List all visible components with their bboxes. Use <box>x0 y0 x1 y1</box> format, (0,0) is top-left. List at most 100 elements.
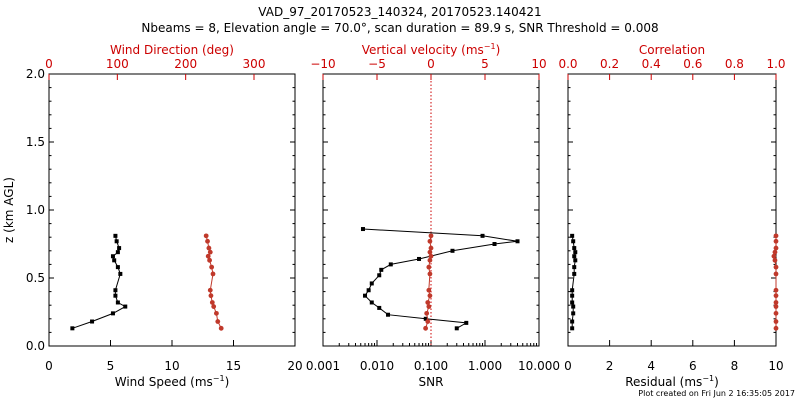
top-axis-label: Vertical velocity (ms−1) <box>362 42 501 57</box>
data-point-black <box>417 256 422 261</box>
data-point-black <box>118 271 123 276</box>
top-tick-label: 0.6 <box>683 57 702 71</box>
data-point-black <box>571 239 576 244</box>
data-point-red <box>207 257 212 263</box>
plot-frame <box>567 73 777 347</box>
data-point-red <box>214 310 219 316</box>
data-point-red <box>773 319 779 324</box>
data-point-black <box>570 300 575 305</box>
bottom-axis-label-tail: ) <box>225 375 230 389</box>
data-point-red <box>428 245 434 251</box>
y-tick-label: 0.0 <box>26 339 45 353</box>
bottom-tick-label: 0.010 <box>360 359 394 373</box>
data-point-red <box>206 245 212 251</box>
data-point-black <box>492 242 497 246</box>
bottom-tick-label: 10 <box>164 359 179 373</box>
top-tick-label: 100 <box>106 57 129 71</box>
data-point-red <box>426 304 432 309</box>
data-point-red <box>773 325 779 331</box>
data-point-black <box>115 265 120 270</box>
bottom-tick-label: 15 <box>226 359 241 373</box>
data-point-black <box>572 246 577 251</box>
data-point-black <box>570 319 575 324</box>
data-point-red <box>773 245 779 251</box>
top-axis-label: Correlation <box>639 43 705 57</box>
data-point-red <box>425 319 431 324</box>
y-tick-label: 1.5 <box>26 135 45 149</box>
data-point-black <box>570 288 575 293</box>
y-tick-label: 0.5 <box>26 271 45 285</box>
data-point-red <box>427 249 433 255</box>
bottom-tick-label: 20 <box>287 359 302 373</box>
residual-correlation-panel: 0 2 4 6 8 10 Residual (ms−1) 0.0 0.2 0.4 0.6 0.8 1.0… <box>558 43 785 389</box>
data-point-red <box>205 253 211 259</box>
bottom-tick-label: 4 <box>647 359 655 373</box>
data-point-red <box>427 293 433 299</box>
data-point-black <box>115 250 120 255</box>
bottom-axis-label-superscript: −1 <box>213 374 225 383</box>
bottom-tick-label: 0 <box>45 359 53 373</box>
data-point-black <box>117 246 122 251</box>
data-point-black <box>515 239 520 244</box>
data-point-black <box>379 267 384 272</box>
data-point-red <box>207 287 213 293</box>
data-point-black <box>570 326 575 331</box>
data-point-red <box>427 257 433 263</box>
data-point-black <box>573 250 578 255</box>
data-point-black <box>113 288 118 293</box>
data-point-red <box>772 257 778 263</box>
bottom-tick-label: 6 <box>689 359 697 373</box>
data-point-red <box>773 271 779 277</box>
bottom-tick-label: 0.001 <box>306 359 340 373</box>
data-point-black <box>571 304 576 309</box>
bottom-tick-label: 8 <box>731 359 739 373</box>
bottom-axis-label-text: Residual (ms <box>625 375 702 389</box>
top-axis-label-superscript: −1 <box>484 42 496 51</box>
data-point-black <box>113 293 118 298</box>
data-point-red <box>773 233 779 239</box>
data-point-black <box>369 300 374 305</box>
top-tick-label: 10 <box>531 57 546 71</box>
data-point-red <box>428 253 434 259</box>
data-point-red <box>773 304 779 309</box>
data-point-black <box>115 300 120 305</box>
data-point-red <box>773 293 779 299</box>
top-axis-label: Wind Direction (deg) <box>110 43 234 57</box>
bottom-tick-label: 1.000 <box>468 359 502 373</box>
data-point-black <box>572 265 577 270</box>
top-tick-label: 0.8 <box>725 57 744 71</box>
top-tick-label: −5 <box>368 57 386 71</box>
data-point-black <box>571 311 576 316</box>
data-point-red <box>205 238 210 244</box>
bottom-axis-label: SNR <box>419 375 444 389</box>
top-tick-label: 0.0 <box>558 57 577 71</box>
data-point-red <box>211 304 217 309</box>
bottom-axis-label: Wind Speed (ms−1) <box>115 374 230 389</box>
data-point-red <box>218 325 224 331</box>
bottom-axis-label-text: Wind Speed (ms <box>115 375 213 389</box>
data-point-red <box>203 233 209 239</box>
bottom-tick-label: 0.100 <box>414 359 448 373</box>
data-point-black <box>90 319 95 324</box>
top-tick-label: −10 <box>310 57 335 71</box>
top-tick-label: 0.4 <box>642 57 661 71</box>
bottom-axis-series-line <box>362 228 518 329</box>
data-point-black <box>369 281 374 286</box>
data-point-black <box>573 258 578 263</box>
y-axis-label: z (km AGL) <box>2 177 16 243</box>
bottom-tick-label: 2 <box>606 359 614 373</box>
data-point-black <box>113 233 118 238</box>
data-point-red <box>771 253 777 259</box>
top-axis-label-tail: ) <box>496 43 501 57</box>
data-point-red <box>208 293 214 299</box>
data-point-red <box>209 300 215 305</box>
wind-panel: 0.0 0.5 1.0 1.5 2.0 z (km AGL) 0 5 10 15 20 Wind Sp… <box>2 43 303 389</box>
data-point-red <box>207 249 213 255</box>
data-point-black <box>386 312 391 317</box>
data-point-red <box>773 300 779 305</box>
top-tick-label: 1.0 <box>766 57 785 71</box>
data-point-red <box>215 319 221 324</box>
data-point-black <box>360 227 365 232</box>
data-point-black <box>110 311 115 316</box>
